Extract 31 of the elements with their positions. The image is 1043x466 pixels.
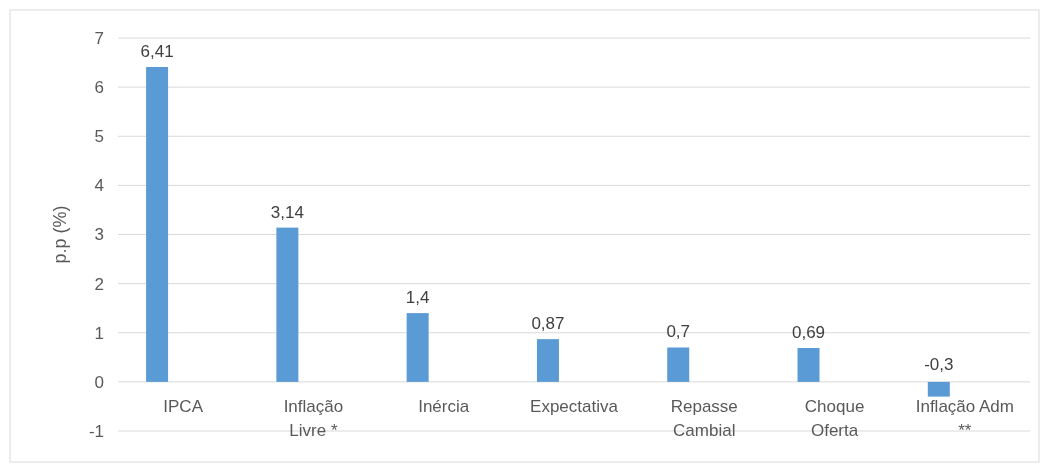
y-tick-label: 1 bbox=[94, 323, 104, 343]
data-label: -0,3 bbox=[924, 354, 954, 374]
x-tick-label: Inflação Livre * bbox=[283, 396, 344, 440]
y-tick-label: 4 bbox=[94, 176, 104, 196]
y-tick-label: 2 bbox=[94, 274, 104, 294]
data-label: 1,4 bbox=[405, 288, 430, 308]
x-tick-label: Inflação Adm ** bbox=[915, 396, 1014, 440]
x-tick-label: Inércia bbox=[418, 396, 470, 416]
x-tick-label: IPCA bbox=[163, 396, 204, 416]
data-label: 0,69 bbox=[791, 322, 826, 342]
data-label: 3,14 bbox=[270, 202, 304, 222]
bar bbox=[797, 347, 820, 382]
y-axis-title: p.p (%) bbox=[50, 205, 70, 264]
y-tick-label: 5 bbox=[94, 127, 104, 147]
bar bbox=[667, 347, 690, 382]
data-label: 0,7 bbox=[666, 322, 691, 342]
bar bbox=[536, 339, 559, 382]
y-tick-label: 7 bbox=[94, 28, 104, 48]
y-tick-label: 3 bbox=[94, 225, 104, 245]
x-tick-label: Choque Oferta bbox=[804, 396, 865, 440]
bar bbox=[276, 227, 299, 382]
y-tick-label: -1 bbox=[88, 421, 104, 441]
bar bbox=[927, 381, 950, 397]
y-tick-label: 0 bbox=[94, 372, 104, 392]
data-label: 0,87 bbox=[531, 314, 565, 334]
x-tick-label: Repasse Cambial bbox=[670, 396, 738, 440]
bar bbox=[406, 313, 429, 382]
bar bbox=[146, 66, 169, 382]
x-tick-label: Expectativa bbox=[530, 396, 619, 416]
y-tick-label: 6 bbox=[94, 78, 104, 98]
data-label: 6,41 bbox=[140, 41, 174, 61]
